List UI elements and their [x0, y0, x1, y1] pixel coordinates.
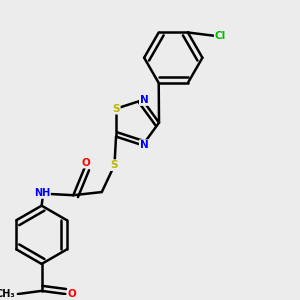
Text: O: O: [82, 158, 90, 168]
Text: N: N: [140, 140, 148, 150]
Text: O: O: [68, 289, 77, 299]
Text: N: N: [140, 95, 148, 105]
Text: CH₃: CH₃: [0, 289, 15, 299]
Text: NH: NH: [34, 188, 50, 198]
Text: S: S: [112, 104, 120, 114]
Text: S: S: [111, 160, 118, 170]
Text: Cl: Cl: [215, 31, 226, 40]
